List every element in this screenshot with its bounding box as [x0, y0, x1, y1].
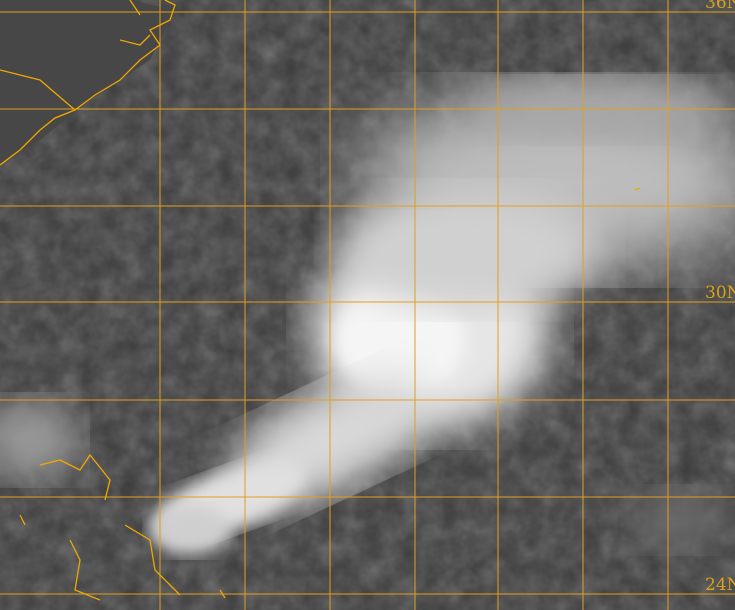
land-carolinas [0, 0, 175, 165]
lat-label-36n: 36N [705, 0, 735, 13]
storm-cloud-mass [0, 80, 735, 555]
lat-label-24n: 24N [705, 575, 735, 595]
coastlines [0, 0, 641, 601]
lat-label-30n: 30N [705, 283, 735, 303]
